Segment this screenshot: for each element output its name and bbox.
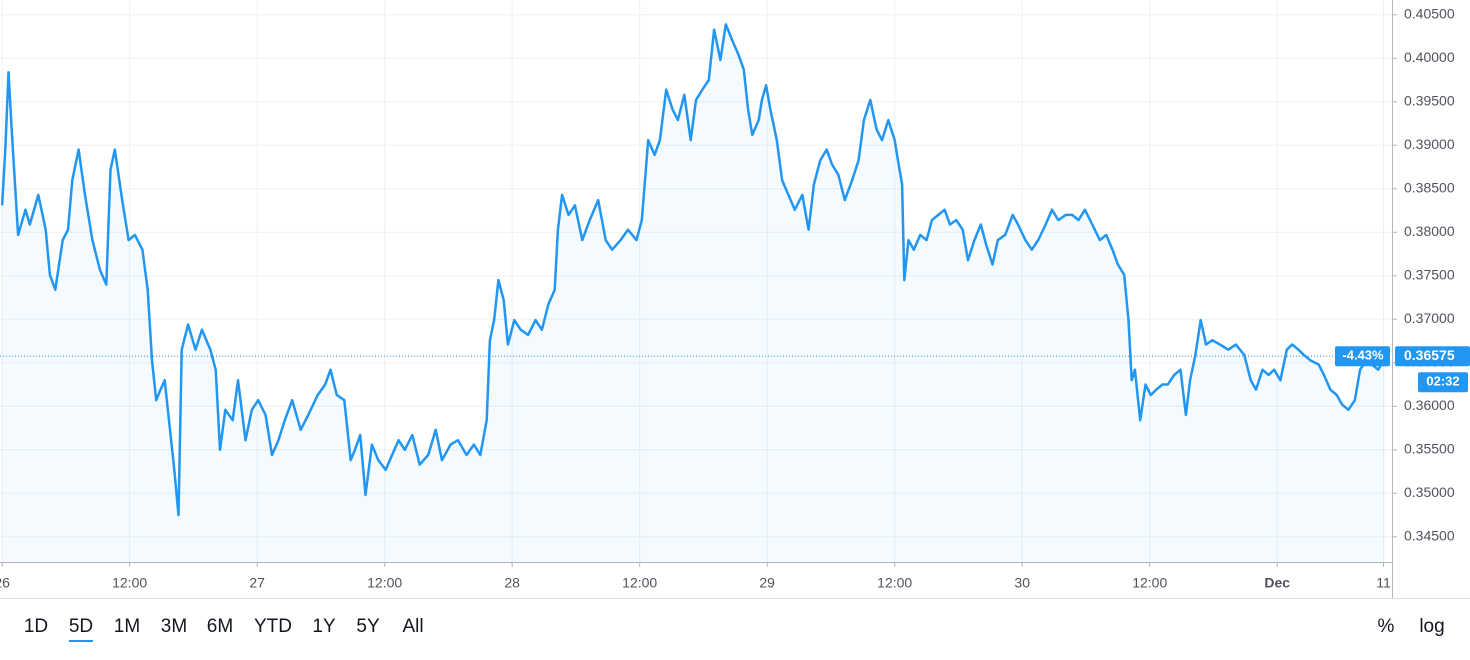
range-button[interactable]: YTD bbox=[254, 616, 292, 637]
active-underline bbox=[69, 640, 93, 642]
grid bbox=[0, 0, 1392, 562]
x-tick-label: 12:00 bbox=[1132, 575, 1167, 591]
change-label: -4.43% bbox=[1342, 348, 1384, 363]
x-tick-label: 12:00 bbox=[112, 575, 147, 591]
last-price-label: 0.36575 bbox=[1404, 347, 1455, 363]
toolbar: 1D 5D 1M 3M 6M YTD 1Y 5Y All% log bbox=[24, 616, 1445, 642]
y-tick-label: 0.37500 bbox=[1404, 266, 1455, 282]
x-tick-label: 29 bbox=[759, 575, 775, 591]
y-tick-label: 0.38000 bbox=[1404, 223, 1455, 239]
range-button[interactable]: 5D bbox=[69, 616, 93, 637]
x-tick-label: Dec bbox=[1264, 575, 1290, 591]
y-tick-label: 0.39500 bbox=[1404, 92, 1455, 108]
x-tick-label: 12:00 bbox=[367, 575, 402, 591]
y-tick-label: 0.38500 bbox=[1404, 179, 1455, 195]
last-price-box bbox=[1395, 346, 1470, 367]
y-tick-label: 0.40500 bbox=[1404, 5, 1455, 21]
area-fill bbox=[2, 24, 1386, 562]
x-tick-label: 12:00 bbox=[622, 575, 657, 591]
x-tick-label: 11 bbox=[1376, 575, 1391, 591]
price-line bbox=[0, 23, 1387, 517]
range-button[interactable]: 1M bbox=[114, 616, 140, 637]
range-button[interactable]: All bbox=[402, 616, 423, 637]
y-tick-label: 0.36000 bbox=[1404, 397, 1455, 413]
y-tick-label: 0.37000 bbox=[1404, 310, 1455, 326]
range-button[interactable]: 1Y bbox=[312, 616, 336, 637]
change-box bbox=[1335, 346, 1390, 367]
percent-toggle[interactable]: % bbox=[1378, 616, 1395, 637]
y-tick-label: 0.40000 bbox=[1404, 49, 1455, 65]
countdown-label: 02:32 bbox=[1426, 374, 1459, 389]
range-button[interactable]: 6M bbox=[207, 616, 233, 637]
y-tick-label: 0.39000 bbox=[1404, 136, 1455, 152]
y-tick-label: 0.35500 bbox=[1404, 440, 1455, 456]
x-tick-label: 12:00 bbox=[877, 575, 912, 591]
range-button[interactable]: 1D bbox=[24, 616, 48, 637]
range-button[interactable]: 5Y bbox=[356, 616, 380, 637]
x-tick-label: 26 bbox=[0, 575, 10, 591]
axes: 0.345000.350000.355000.360000.365000.370… bbox=[0, 5, 1470, 591]
x-tick-label: 28 bbox=[504, 575, 520, 591]
x-tick-label: 27 bbox=[249, 575, 265, 591]
log-toggle[interactable]: log bbox=[1419, 616, 1444, 637]
y-tick-label: 0.34500 bbox=[1404, 527, 1455, 543]
range-button[interactable]: 3M bbox=[161, 616, 187, 637]
countdown-box bbox=[1418, 372, 1468, 393]
plot-area bbox=[0, 23, 1392, 562]
y-tick-label: 0.35000 bbox=[1404, 484, 1455, 500]
x-tick-label: 30 bbox=[1014, 575, 1030, 591]
